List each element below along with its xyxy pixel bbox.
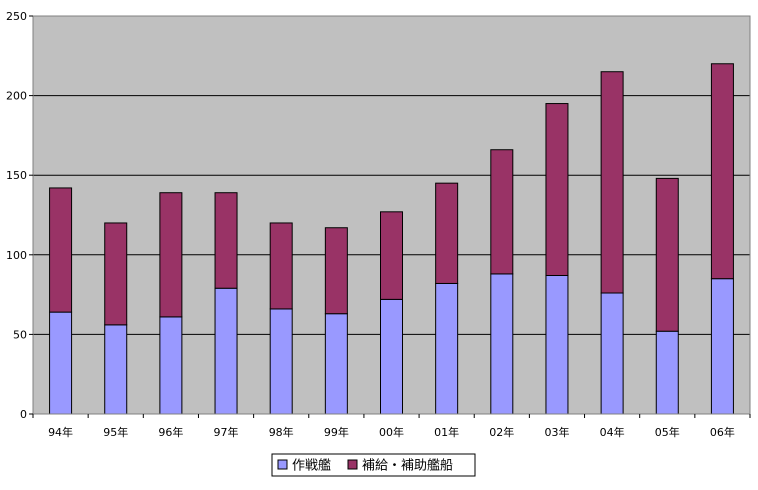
- y-tick-label: 100: [6, 249, 27, 262]
- x-tick-label: 96年: [158, 425, 183, 439]
- bar-series-1: [380, 298, 403, 415]
- bar-series-2: [159, 192, 183, 318]
- axes: [29, 15, 751, 418]
- legend-swatch-series-2: [347, 459, 358, 470]
- x-tick-label: 06年: [710, 425, 735, 439]
- bar-series-1: [159, 316, 183, 415]
- x-tick-label: 03年: [544, 425, 569, 439]
- bar-series-2: [490, 149, 514, 275]
- plot-border: [32, 15, 751, 415]
- legend-label-series-2: 補給・補助艦船: [362, 459, 453, 474]
- x-tick-label: 02年: [489, 425, 514, 439]
- bar-series-1: [104, 324, 128, 415]
- bar-series-2: [380, 211, 403, 300]
- legend-swatch-series-1: [277, 459, 288, 470]
- bars: [49, 63, 734, 415]
- bar-series-1: [435, 282, 459, 415]
- bar-series-1: [545, 274, 569, 415]
- x-tick-label: 95年: [103, 425, 128, 439]
- bar-series-2: [655, 177, 679, 332]
- x-tick-labels: 94年 95年 96年 97年 98年 99年 00年 01年 02年 03年 04年 05年 06年: [48, 425, 735, 439]
- x-tick-label: 05年: [655, 425, 680, 439]
- x-tick-label: 99年: [324, 425, 349, 439]
- bar-series-1: [490, 273, 514, 415]
- bar-series-2: [324, 227, 348, 315]
- bar-series-2: [545, 103, 569, 276]
- x-tick-label: 04年: [600, 425, 625, 439]
- legend-box: [271, 453, 476, 477]
- bar-series-2: [49, 187, 73, 313]
- bar-series-2: [104, 222, 128, 326]
- legend: 作戦艦 補給・補助艦船: [271, 453, 476, 477]
- y-tick-label: 200: [6, 90, 27, 103]
- bar-series-1: [600, 292, 624, 415]
- bar-series-2: [214, 192, 238, 289]
- bar-series-2: [269, 222, 293, 310]
- y-tick-label: 50: [13, 328, 27, 341]
- x-tick-label: 94年: [48, 425, 73, 439]
- bar-series-1: [214, 287, 238, 415]
- y-tick-label: 150: [6, 169, 27, 182]
- bar-series-1: [324, 313, 348, 415]
- bar-series-1: [710, 278, 734, 415]
- legend-label-series-1: 作戦艦: [292, 459, 331, 474]
- y-tick-label: 250: [6, 10, 27, 23]
- y-tick-label: 0: [20, 408, 27, 421]
- x-tick-label: 01年: [434, 425, 459, 439]
- bar-series-2: [710, 63, 734, 280]
- y-tick-labels: 0 50 100 150 200 250: [6, 10, 27, 421]
- x-tick-label: 98年: [269, 425, 294, 439]
- x-tick-label: 00年: [379, 425, 404, 439]
- bar-series-1: [655, 330, 679, 415]
- bar-series-2: [600, 71, 624, 294]
- bar-series-2: [435, 182, 459, 284]
- bar-series-1: [269, 308, 293, 415]
- bar-series-1: [49, 311, 73, 415]
- x-tick-label: 97年: [214, 425, 239, 439]
